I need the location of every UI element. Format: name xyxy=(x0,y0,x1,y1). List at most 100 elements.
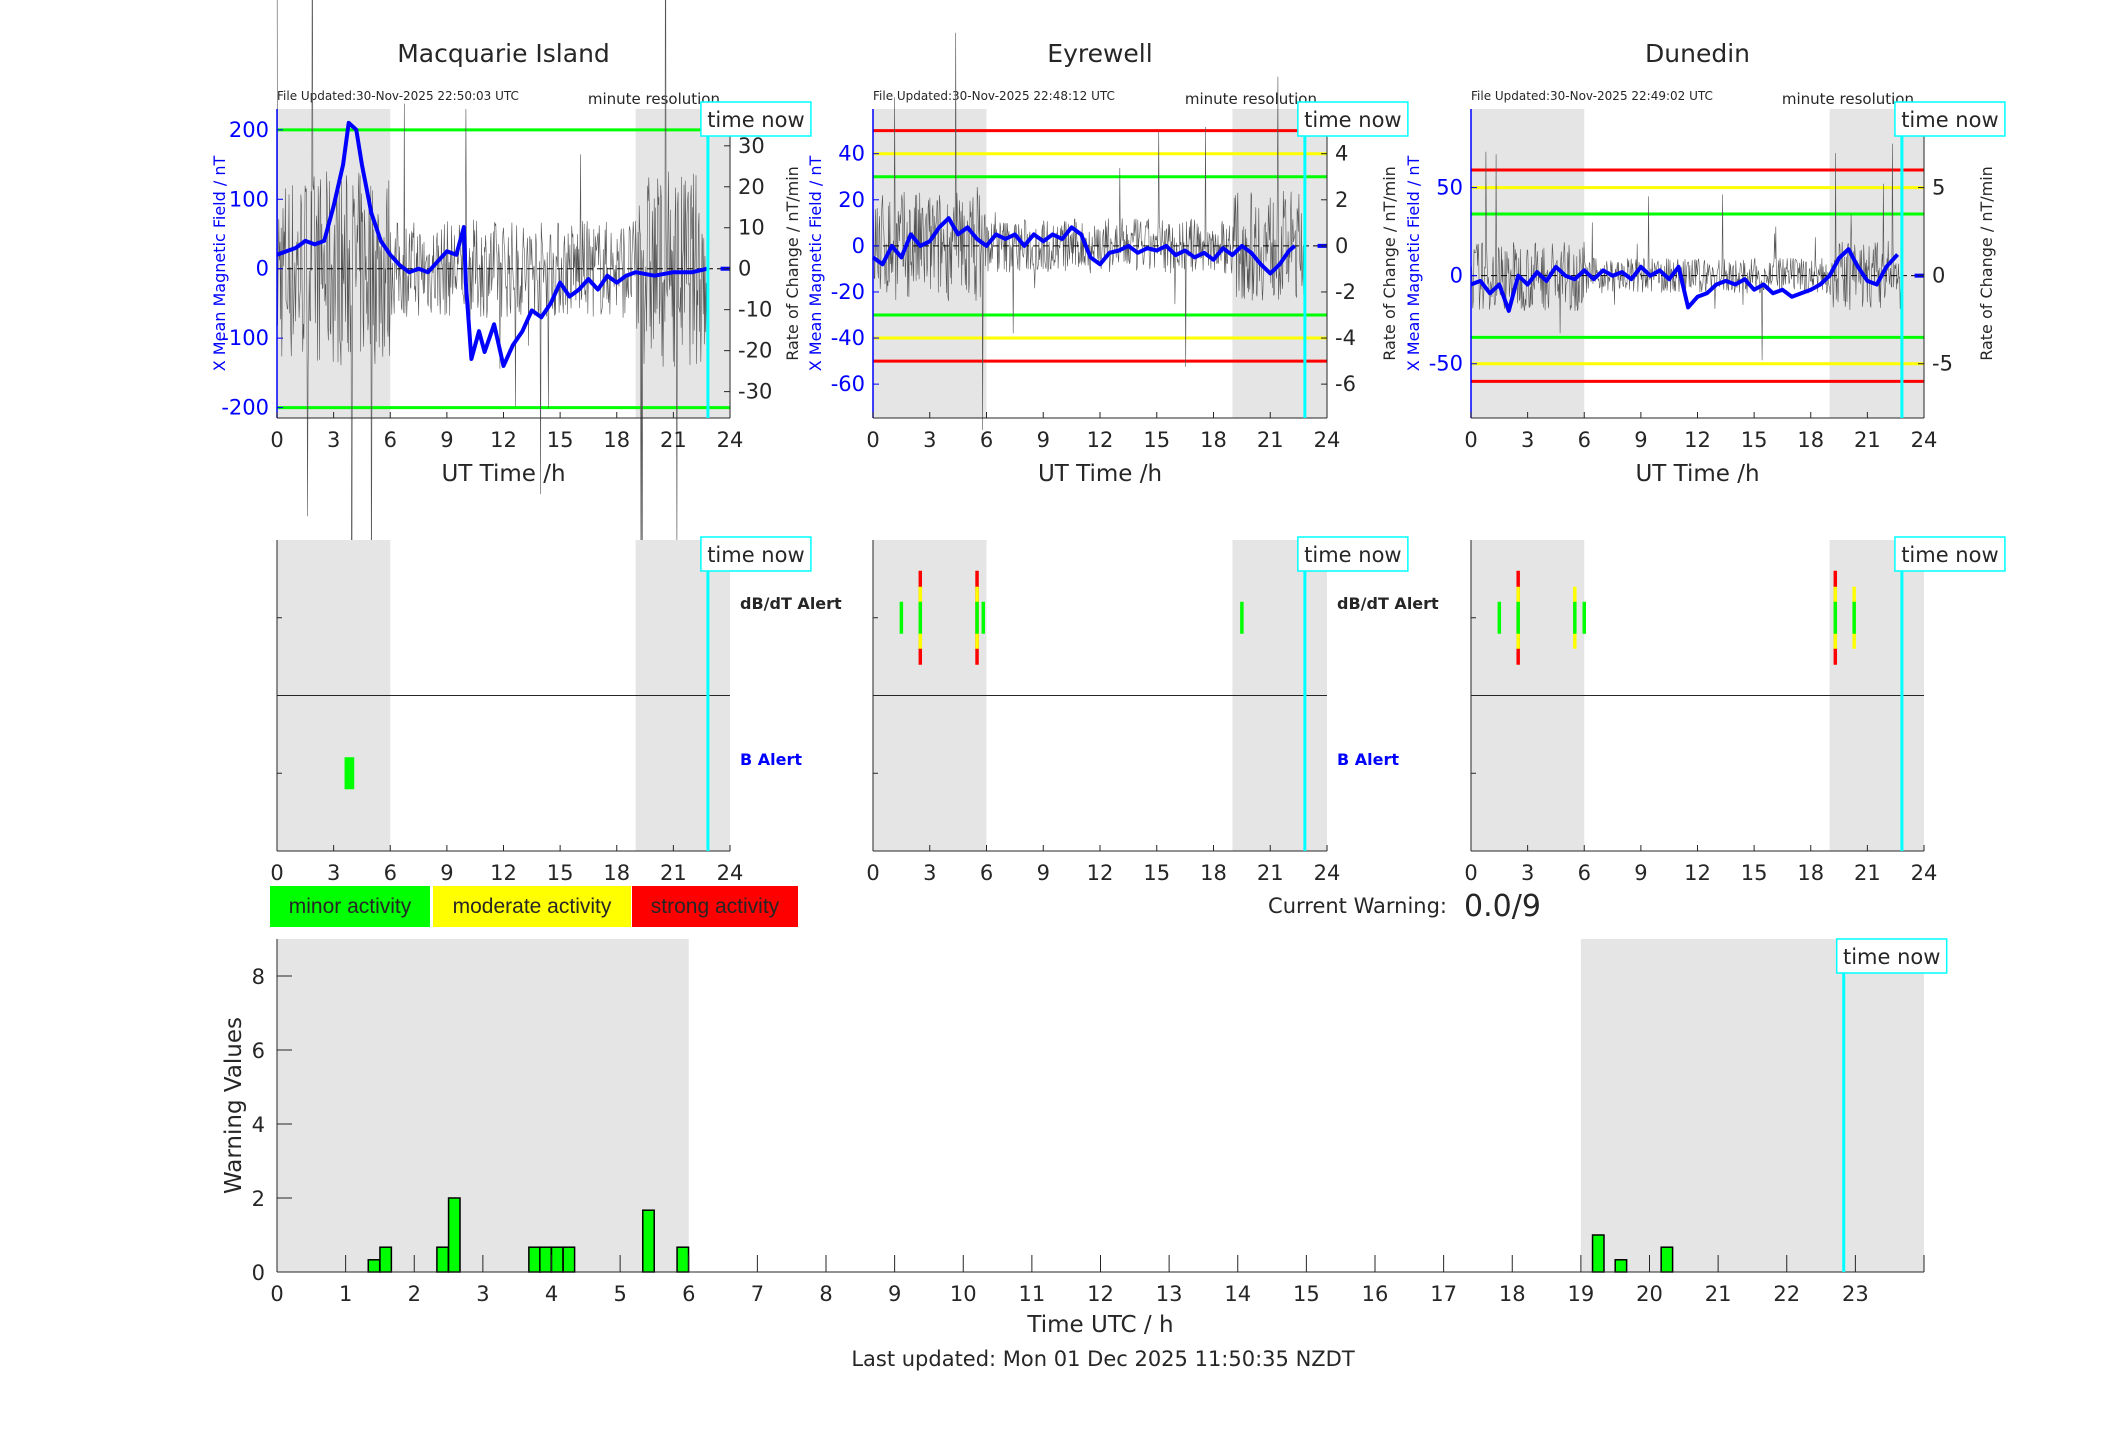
rate-tick-label: -20 xyxy=(738,339,772,363)
alert-minor xyxy=(899,601,904,634)
legend-minor-swatch xyxy=(270,886,430,927)
rate-tick-label: -10 xyxy=(738,298,772,322)
x-tick-label: 3 xyxy=(1521,861,1534,885)
y-tick-label: -50 xyxy=(1429,352,1463,376)
y-tick-label: 0 xyxy=(256,257,269,281)
magnetic-field-line xyxy=(1470,247,1900,313)
alert-minor xyxy=(975,601,979,634)
x-tick-label: 15 xyxy=(1741,861,1768,885)
x-tick-label: 9 xyxy=(440,428,453,452)
time-now-box xyxy=(1835,938,1948,974)
warning-bar xyxy=(550,1246,564,1273)
alert-panel: dB/dT Alert B Alert 0 3 6 9 12 15 18 21 24 time now xyxy=(866,536,1439,885)
x-tick-label: 3 xyxy=(1521,428,1534,452)
x-tick-label: 4 xyxy=(545,1282,558,1306)
y-tick-label: 0 xyxy=(852,234,865,258)
y-tick-label: 4 xyxy=(252,1113,265,1137)
x-tick-label: 2 xyxy=(408,1282,421,1306)
warning-bar-chart: 0 1 2 3 4 5 6 7 8 9 10 11 12 13 14 15 16 17 18 19 20 21 22 2302… xyxy=(221,938,1948,1338)
x-tick-label: 9 xyxy=(888,1282,901,1306)
x-tick-label: 0 xyxy=(270,428,283,452)
rate-tick-label: 5 xyxy=(1932,176,1945,200)
x-tick-label: 12 xyxy=(1684,861,1711,885)
time-now-box xyxy=(1297,101,1409,137)
warning-bar xyxy=(562,1246,576,1273)
time-now-box xyxy=(1894,101,2006,137)
current-warning-value: 0.0/9 xyxy=(1464,889,1541,924)
warning-bar xyxy=(379,1246,393,1273)
station-panel-eyrewell: Eyrewell File Updated:30-Nov-2025 22:48:1… xyxy=(806,32,1409,487)
x-tick-label: 24 xyxy=(717,861,744,885)
rate-axis-label: Rate of Change / nT/min xyxy=(1977,166,1996,361)
x-tick-label: 0 xyxy=(1464,428,1477,452)
y-axis-label: X Mean Magnetic Field / nT xyxy=(806,156,825,372)
alert-minor xyxy=(1516,601,1520,634)
legend-moderate-swatch xyxy=(433,886,631,927)
x-tick-label: 6 xyxy=(682,1282,695,1306)
alert-minor xyxy=(1573,601,1577,634)
alert-panel: 0 3 6 9 12 15 18 21 24 time now xyxy=(1464,536,2006,885)
x-tick-label: 22 xyxy=(1773,1282,1800,1306)
station-title: Macquarie Island xyxy=(397,39,610,68)
b-alert-label: B Alert xyxy=(740,750,802,769)
warning-bar xyxy=(436,1246,450,1273)
x-tick-label: 9 xyxy=(1634,861,1647,885)
x-tick-label: 9 xyxy=(1037,861,1050,885)
alert-minor xyxy=(918,601,923,634)
magnetic-field-line xyxy=(871,216,1297,276)
legend-strong-swatch xyxy=(632,886,798,927)
y-tick-label: 20 xyxy=(838,188,865,212)
x-tick-label: 6 xyxy=(1578,861,1591,885)
x-tick-label: 15 xyxy=(547,428,574,452)
y-tick-label: 50 xyxy=(1436,176,1463,200)
x-tick-label: 21 xyxy=(1854,428,1881,452)
time-now-label: time now xyxy=(1304,543,1401,567)
alert-minor xyxy=(347,757,352,790)
x-tick-label: 12 xyxy=(1087,1282,1114,1306)
night-shade xyxy=(1471,109,1585,418)
x-tick-label: 21 xyxy=(1257,428,1284,452)
y-tick-label: 8 xyxy=(252,965,265,989)
legend-moderate-label: moderate activity xyxy=(453,895,612,918)
alert-minor xyxy=(344,757,349,790)
y-axis-label: Warning Values xyxy=(221,1017,247,1194)
x-tick-label: 11 xyxy=(1019,1282,1046,1306)
dbdt-alert-label: dB/dT Alert xyxy=(1337,594,1439,613)
warning-bar xyxy=(676,1246,690,1273)
alert-minor xyxy=(981,601,986,634)
x-tick-label: 0 xyxy=(1464,861,1477,885)
station-panel-dunedin: Dunedin File Updated:30-Nov-2025 22:49:02… xyxy=(1404,39,2006,487)
rate-tick-label: 0 xyxy=(1932,264,1945,288)
time-now-label: time now xyxy=(707,108,804,132)
y-tick-label: -20 xyxy=(831,280,865,304)
x-tick-label: 18 xyxy=(1797,861,1824,885)
x-tick-label: 3 xyxy=(327,428,340,452)
x-tick-label: 12 xyxy=(490,861,517,885)
x-tick-label: 12 xyxy=(1684,428,1711,452)
x-tick-label: 12 xyxy=(490,428,517,452)
x-tick-label: 14 xyxy=(1224,1282,1251,1306)
x-axis-label: Time UTC / h xyxy=(1026,1312,1173,1338)
x-tick-label: 21 xyxy=(660,428,687,452)
legend-minor-label: minor activity xyxy=(289,895,412,918)
x-tick-label: 9 xyxy=(1634,428,1647,452)
rate-tick-label: 0 xyxy=(738,257,751,281)
x-tick-label: 10 xyxy=(950,1282,977,1306)
x-tick-label: 19 xyxy=(1568,1282,1595,1306)
rate-of-change-trace xyxy=(1470,143,1902,361)
rate-tick-label: -30 xyxy=(738,380,772,404)
station-title: Dunedin xyxy=(1645,39,1750,68)
y-tick-label: -40 xyxy=(831,326,865,350)
x-tick-label: 15 xyxy=(1143,861,1170,885)
rate-tick-label: -2 xyxy=(1335,280,1356,304)
x-tick-label: 0 xyxy=(270,861,283,885)
current-warning-label: Current Warning: xyxy=(1268,894,1447,918)
x-tick-label: 17 xyxy=(1430,1282,1457,1306)
x-tick-label: 20 xyxy=(1636,1282,1663,1306)
alert-minor xyxy=(1833,601,1838,634)
rate-tick-label: 20 xyxy=(738,175,765,199)
x-tick-label: 15 xyxy=(1293,1282,1320,1306)
time-now-box xyxy=(1297,536,1409,572)
x-tick-label: 7 xyxy=(751,1282,764,1306)
file-updated-text: File Updated:30-Nov-2025 22:50:03 UTC xyxy=(277,89,519,103)
